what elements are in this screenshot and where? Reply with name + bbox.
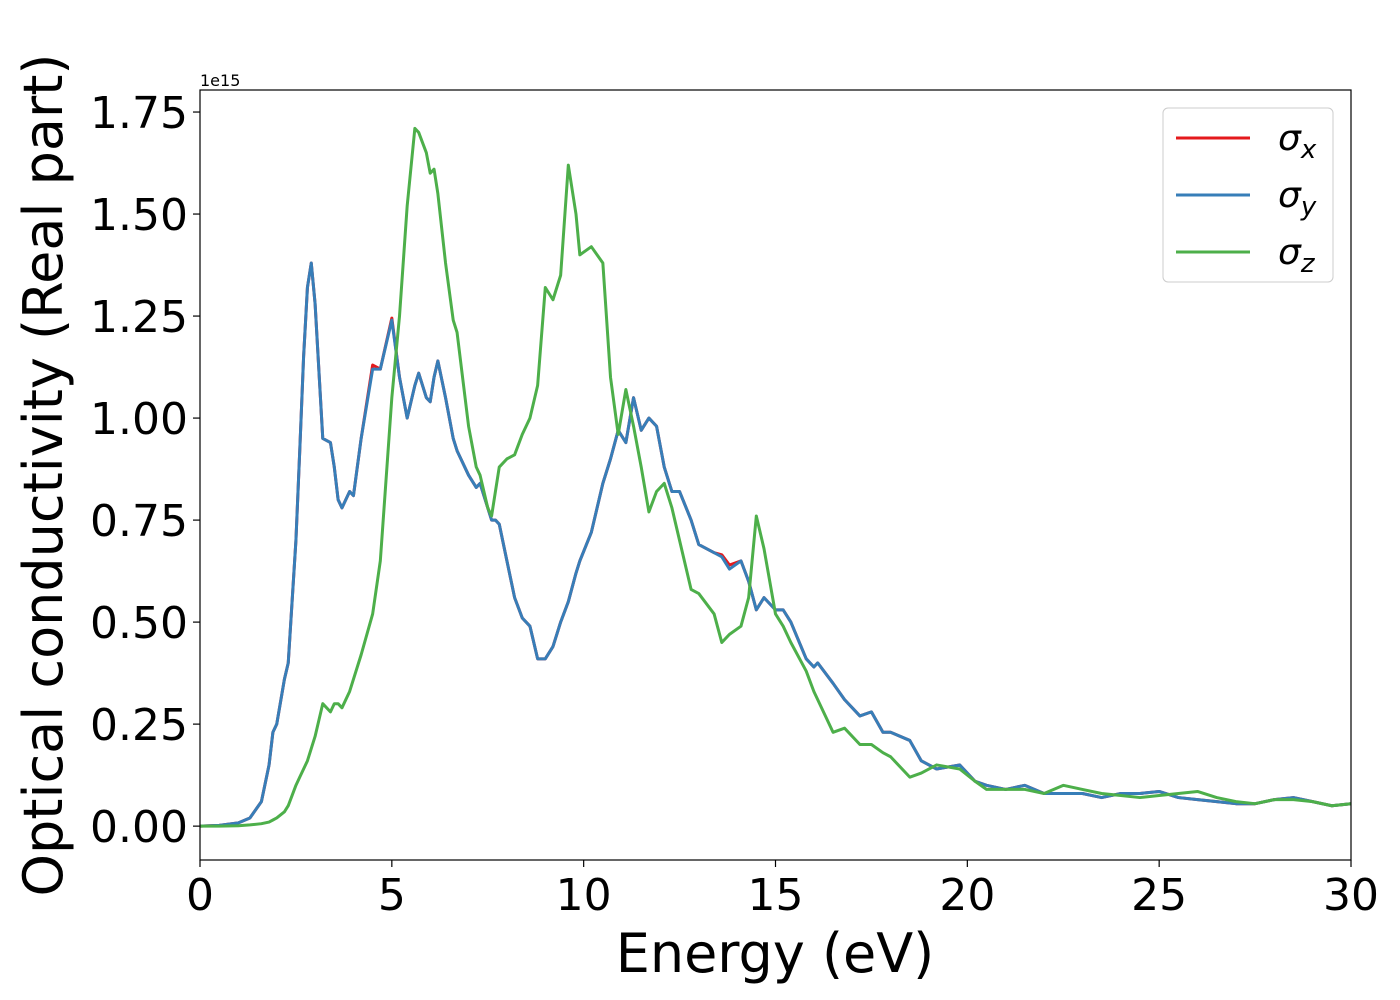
y-tick-label: 0.50	[90, 598, 188, 649]
y-tick-label: 1.75	[90, 88, 188, 139]
x-axis-label: Energy (eV)	[616, 922, 935, 985]
x-tick-label: 20	[939, 870, 995, 921]
series-line	[200, 126, 1351, 828]
x-tick-label: 25	[1131, 870, 1187, 921]
plot-lines	[200, 126, 1351, 828]
y-tick-label: 1.50	[90, 190, 188, 241]
y-tick-label: 0.75	[90, 496, 188, 547]
series-line	[200, 261, 1351, 828]
y-tick-label: 0.00	[90, 802, 188, 853]
y-tick-label: 1.25	[90, 292, 188, 343]
x-tick-label: 0	[186, 870, 214, 921]
legend-label: σx	[1278, 118, 1317, 165]
y-offset-label: 1e15	[200, 71, 240, 90]
legend-label: σy	[1278, 175, 1317, 222]
y-tick-label: 0.25	[90, 700, 188, 751]
legend-label: σz	[1278, 232, 1316, 279]
x-tick-label: 10	[556, 870, 612, 921]
x-tick-label: 5	[378, 870, 406, 921]
x-tick-label: 15	[748, 870, 804, 921]
y-tick-label: 1.00	[90, 394, 188, 445]
x-tick-label: 30	[1323, 870, 1379, 921]
y-axis-label: Optical conductivity (Real part)	[12, 54, 75, 897]
